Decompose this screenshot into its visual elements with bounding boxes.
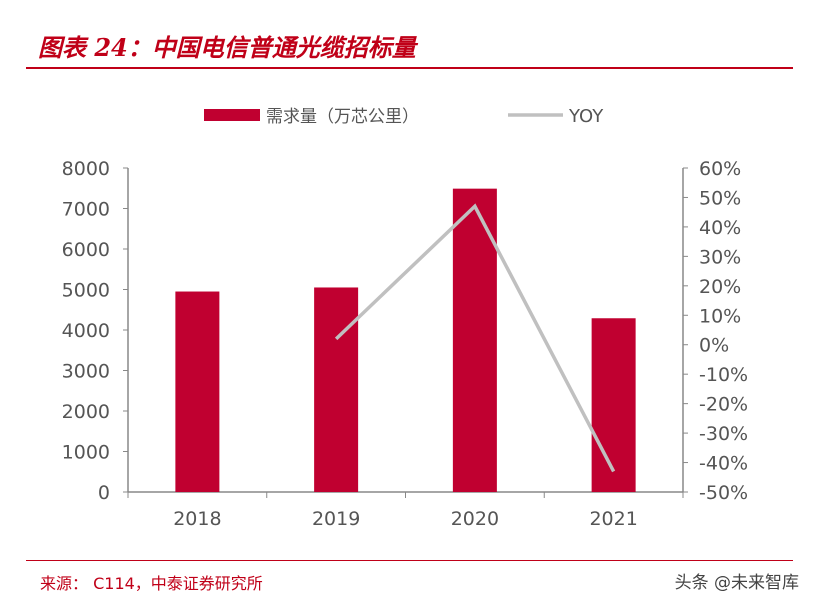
chart-title: 图表 24：中国电信普通光缆招标量 bbox=[38, 33, 416, 62]
right-tick-label: -30% bbox=[699, 423, 748, 445]
source-note: 来源： C114，中泰证券研究所 bbox=[40, 574, 263, 593]
bar-2021 bbox=[591, 318, 636, 492]
right-tick-label: -50% bbox=[699, 482, 748, 504]
right-tick-label: -10% bbox=[699, 364, 748, 386]
left-tick-label: 2000 bbox=[62, 401, 110, 423]
x-tick-label: 2021 bbox=[589, 508, 637, 530]
right-tick-label: 30% bbox=[699, 246, 741, 268]
bar-2020 bbox=[452, 188, 497, 492]
right-tick-label: 10% bbox=[699, 305, 741, 327]
legend-bar-swatch bbox=[204, 109, 260, 121]
left-tick-label: 7000 bbox=[62, 199, 110, 221]
right-tick-label: 0% bbox=[699, 335, 729, 357]
x-tick-label: 2019 bbox=[312, 508, 360, 530]
watermark: 头条 @未来智库 bbox=[674, 573, 799, 593]
left-tick-label: 3000 bbox=[62, 361, 110, 383]
bar-2018 bbox=[175, 291, 220, 492]
title-rule bbox=[26, 67, 793, 69]
x-tick-label: 2020 bbox=[451, 508, 499, 530]
right-tick-label: 40% bbox=[699, 217, 741, 239]
right-tick-label: 20% bbox=[699, 276, 741, 298]
left-tick-label: 4000 bbox=[62, 320, 110, 342]
source-rule bbox=[26, 560, 793, 561]
bar-2019 bbox=[314, 287, 359, 492]
left-tick-label: 8000 bbox=[62, 158, 110, 180]
right-tick-label: 60% bbox=[699, 158, 741, 180]
right-tick-label: 50% bbox=[699, 187, 741, 209]
legend-line-label: YOY bbox=[568, 106, 604, 127]
left-tick-label: 0 bbox=[98, 482, 110, 504]
left-tick-label: 1000 bbox=[62, 442, 110, 464]
x-tick-label: 2018 bbox=[173, 508, 221, 530]
left-tick-label: 5000 bbox=[62, 280, 110, 302]
right-tick-label: -40% bbox=[699, 453, 748, 475]
right-tick-label: -20% bbox=[699, 394, 748, 416]
left-tick-label: 6000 bbox=[62, 239, 110, 261]
legend-bar-label: 需求量（万芯公里） bbox=[266, 107, 419, 127]
